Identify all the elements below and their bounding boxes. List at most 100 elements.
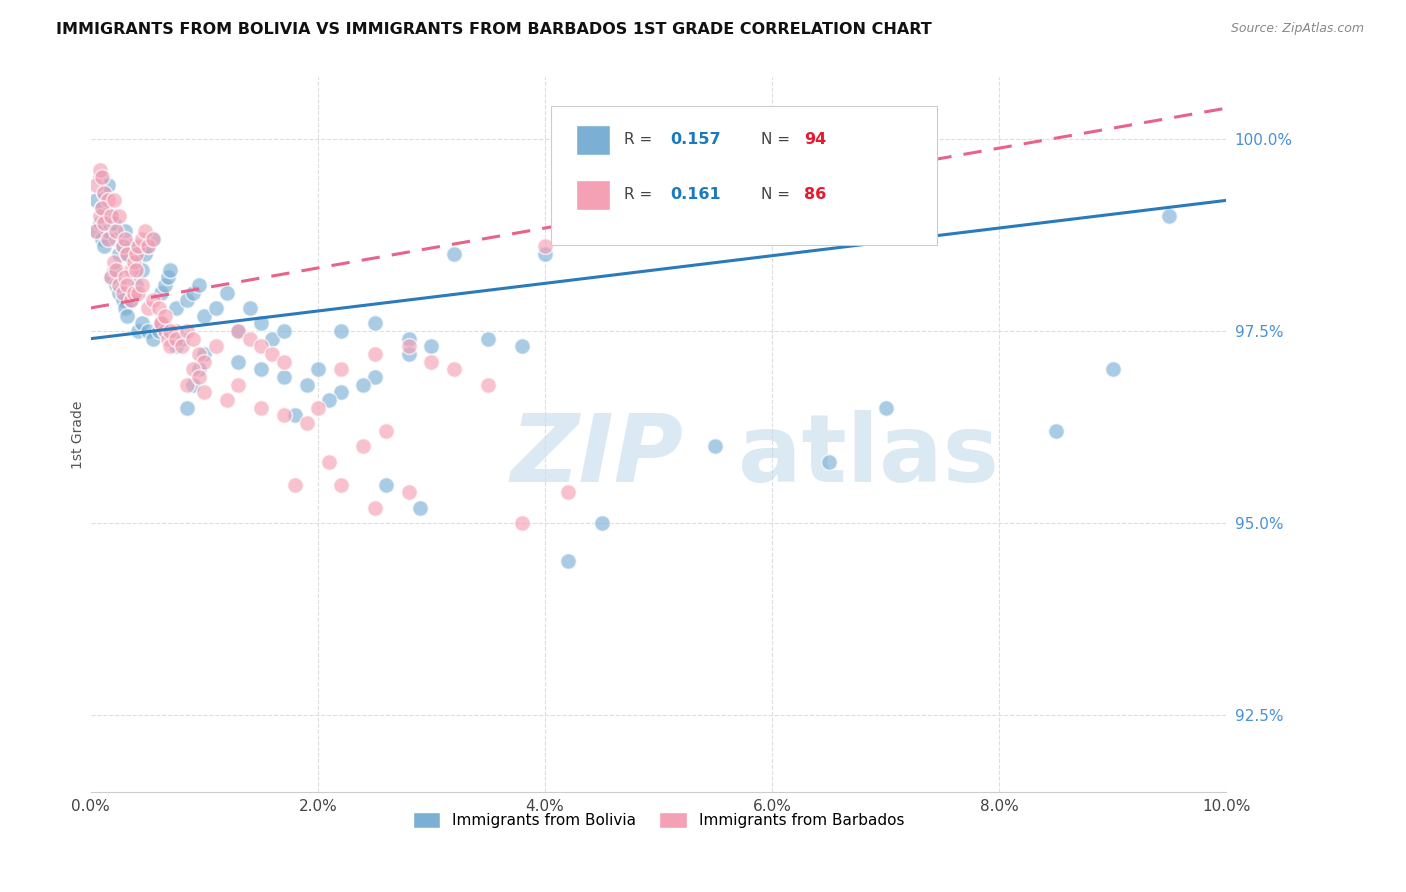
Point: [398, 347, 420, 361]
Point: [108, 277, 131, 292]
Point: [193, 309, 215, 323]
Point: [1101, 362, 1123, 376]
Point: [134, 247, 156, 261]
Point: [131, 232, 153, 246]
Point: [375, 424, 398, 438]
Text: 0.161: 0.161: [669, 187, 720, 202]
Point: [142, 293, 165, 308]
Point: [204, 339, 226, 353]
Point: [103, 216, 125, 230]
Point: [176, 293, 198, 308]
Point: [86, 224, 108, 238]
Point: [93, 186, 115, 200]
Point: [127, 247, 149, 261]
Point: [153, 309, 176, 323]
FancyBboxPatch shape: [551, 106, 936, 245]
Point: [111, 239, 134, 253]
Point: [273, 324, 295, 338]
Point: [510, 516, 533, 530]
Point: [284, 409, 307, 423]
Point: [91, 201, 114, 215]
Point: [122, 255, 145, 269]
Point: [86, 178, 108, 192]
Point: [534, 239, 557, 253]
Point: [148, 301, 170, 315]
Point: [1159, 209, 1181, 223]
Point: [591, 516, 613, 530]
Point: [103, 194, 125, 208]
Point: [131, 277, 153, 292]
Point: [125, 262, 148, 277]
Point: [329, 477, 352, 491]
Point: [170, 339, 193, 353]
Point: [136, 301, 159, 315]
Point: [228, 324, 250, 338]
Point: [875, 401, 897, 415]
Point: [97, 232, 120, 246]
Point: [284, 477, 307, 491]
Point: [159, 324, 181, 338]
Point: [187, 277, 209, 292]
Point: [150, 316, 173, 330]
Point: [97, 224, 120, 238]
Point: [125, 255, 148, 269]
Point: [165, 332, 187, 346]
Point: [114, 232, 136, 246]
Point: [352, 377, 374, 392]
Point: [165, 324, 187, 338]
Point: [181, 332, 204, 346]
Point: [120, 262, 142, 277]
Point: [193, 385, 215, 400]
Point: [114, 301, 136, 315]
Text: R =: R =: [624, 187, 658, 202]
Text: IMMIGRANTS FROM BOLIVIA VS IMMIGRANTS FROM BARBADOS 1ST GRADE CORRELATION CHART: IMMIGRANTS FROM BOLIVIA VS IMMIGRANTS FR…: [56, 22, 932, 37]
Point: [89, 209, 111, 223]
Point: [295, 377, 318, 392]
Point: [103, 262, 125, 277]
Text: N =: N =: [761, 187, 794, 202]
Point: [510, 339, 533, 353]
Point: [136, 239, 159, 253]
Point: [557, 485, 579, 500]
Point: [104, 277, 127, 292]
Point: [142, 232, 165, 246]
Point: [228, 377, 250, 392]
Point: [443, 247, 465, 261]
Point: [148, 324, 170, 338]
Point: [125, 277, 148, 292]
Text: 94: 94: [804, 132, 827, 147]
Point: [273, 370, 295, 384]
Point: [187, 370, 209, 384]
Point: [165, 301, 187, 315]
Point: [97, 178, 120, 192]
Point: [111, 285, 134, 300]
Point: [142, 332, 165, 346]
Point: [93, 186, 115, 200]
Point: [108, 285, 131, 300]
Point: [122, 285, 145, 300]
Point: [125, 247, 148, 261]
Point: [156, 332, 179, 346]
Point: [159, 339, 181, 353]
Point: [150, 316, 173, 330]
Point: [250, 316, 273, 330]
Point: [97, 194, 120, 208]
Point: [93, 216, 115, 230]
Point: [114, 224, 136, 238]
Point: [134, 224, 156, 238]
Point: [398, 339, 420, 353]
Point: [122, 285, 145, 300]
Text: N =: N =: [761, 132, 794, 147]
Point: [215, 393, 238, 408]
Point: [181, 362, 204, 376]
Point: [89, 216, 111, 230]
Text: R =: R =: [624, 132, 658, 147]
Point: [111, 293, 134, 308]
Point: [159, 324, 181, 338]
Text: 86: 86: [804, 187, 827, 202]
Point: [273, 355, 295, 369]
Point: [89, 170, 111, 185]
Y-axis label: 1st Grade: 1st Grade: [72, 401, 86, 469]
Point: [1045, 424, 1067, 438]
Text: Source: ZipAtlas.com: Source: ZipAtlas.com: [1230, 22, 1364, 36]
